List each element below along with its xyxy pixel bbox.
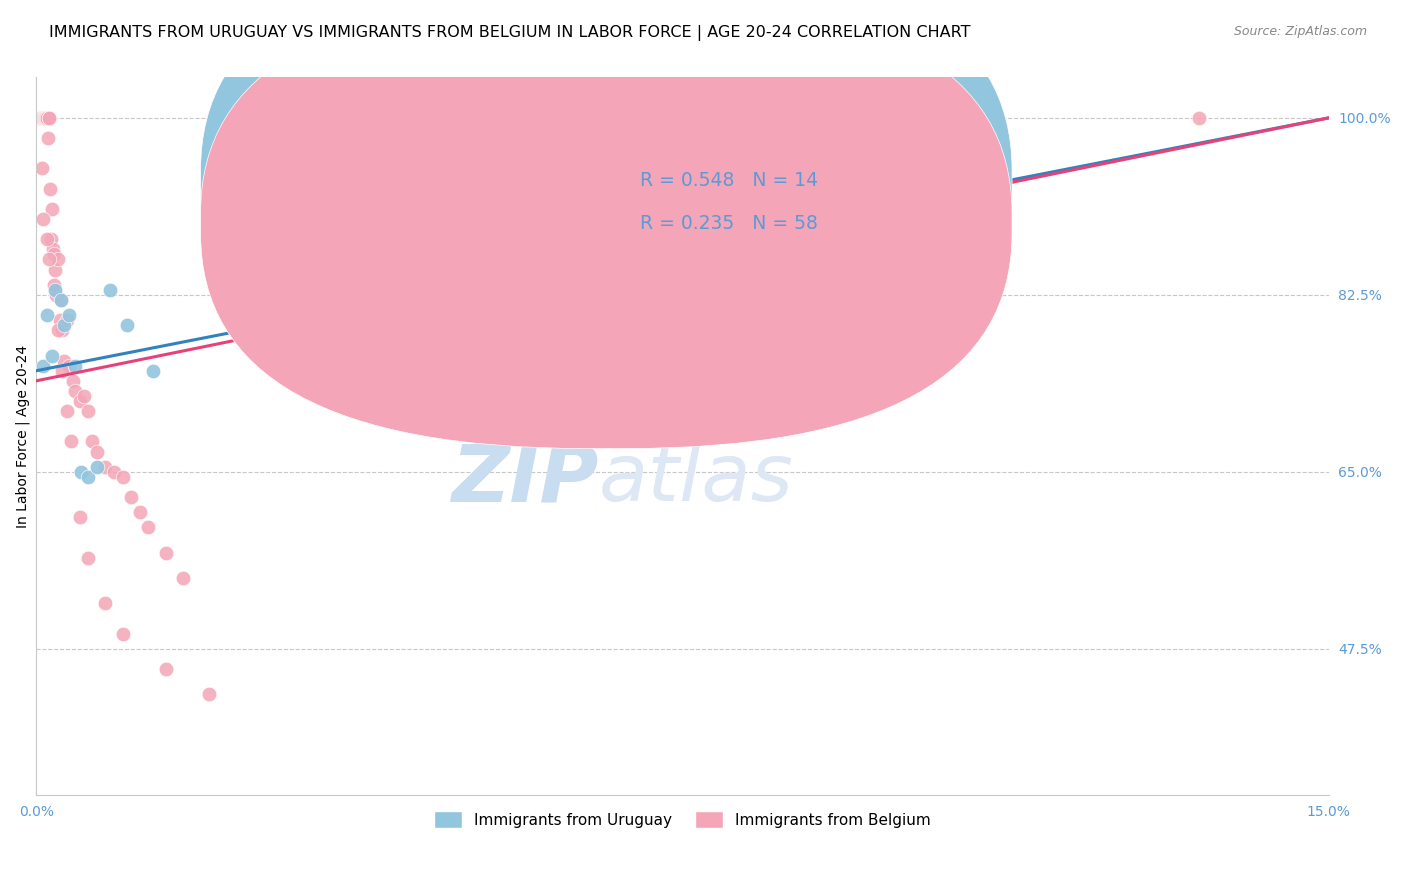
Point	[46, 323, 69, 337]
Point	[32, 111, 55, 125]
Point	[31, 161, 53, 176]
Point	[142, 364, 165, 378]
Point	[46, 252, 69, 267]
Point	[32, 212, 55, 227]
Point	[111, 470, 134, 484]
Point	[30, 111, 52, 125]
Point	[37, 111, 59, 125]
Point	[77, 470, 100, 484]
Point	[115, 318, 138, 333]
Point	[70, 465, 93, 479]
Point	[41, 202, 63, 216]
Point	[103, 465, 125, 479]
Point	[48, 313, 70, 327]
Point	[53, 318, 76, 333]
Point	[69, 394, 91, 409]
Point	[49, 293, 72, 307]
Point	[34, 111, 56, 125]
Point	[58, 359, 80, 373]
Point	[1188, 111, 1211, 125]
Point	[42, 247, 65, 261]
Point	[31, 111, 53, 125]
Point	[44, 262, 66, 277]
Point	[63, 384, 86, 398]
Text: ZIP: ZIP	[451, 441, 599, 518]
Point	[155, 546, 177, 560]
Point	[51, 364, 73, 378]
Point	[82, 434, 104, 449]
Point	[35, 308, 58, 322]
Point	[34, 111, 56, 125]
Point	[53, 353, 76, 368]
Point	[120, 490, 142, 504]
Point	[155, 662, 177, 676]
Point	[55, 313, 77, 327]
Point	[98, 283, 121, 297]
Point	[44, 283, 66, 297]
Text: atlas: atlas	[599, 441, 793, 518]
Point	[30, 111, 52, 125]
Point	[86, 444, 108, 458]
Point	[39, 182, 62, 196]
FancyBboxPatch shape	[201, 0, 1012, 449]
Point	[32, 111, 55, 125]
Point	[94, 459, 117, 474]
Point	[94, 596, 117, 610]
Point	[32, 359, 55, 373]
Point	[138, 520, 160, 534]
Point	[73, 389, 96, 403]
Point	[69, 510, 91, 524]
Point	[35, 111, 58, 125]
Point	[38, 252, 60, 267]
Point	[45, 288, 67, 302]
Point	[77, 550, 100, 565]
Point	[62, 374, 84, 388]
Point	[63, 359, 86, 373]
Point	[197, 687, 219, 701]
Text: R = 0.235   N = 58: R = 0.235 N = 58	[640, 214, 818, 233]
Point	[39, 232, 62, 246]
Point	[41, 349, 63, 363]
Text: Source: ZipAtlas.com: Source: ZipAtlas.com	[1233, 25, 1367, 38]
Point	[59, 434, 82, 449]
Point	[37, 131, 59, 145]
Point	[35, 111, 58, 125]
Y-axis label: In Labor Force | Age 20-24: In Labor Force | Age 20-24	[15, 345, 30, 528]
Point	[44, 283, 66, 297]
Point	[86, 459, 108, 474]
Point	[77, 404, 100, 418]
FancyBboxPatch shape	[201, 0, 1012, 406]
Point	[111, 626, 134, 640]
Text: R = 0.548   N = 14: R = 0.548 N = 14	[640, 170, 818, 190]
Text: IMMIGRANTS FROM URUGUAY VS IMMIGRANTS FROM BELGIUM IN LABOR FORCE | AGE 20-24 CO: IMMIGRANTS FROM URUGUAY VS IMMIGRANTS FR…	[49, 25, 970, 41]
Point	[55, 404, 77, 418]
Point	[51, 323, 73, 337]
Point	[172, 571, 194, 585]
Point	[38, 111, 60, 125]
Point	[128, 505, 150, 519]
FancyBboxPatch shape	[572, 153, 960, 253]
Point	[58, 308, 80, 322]
Point	[49, 293, 72, 307]
Legend: Immigrants from Uruguay, Immigrants from Belgium: Immigrants from Uruguay, Immigrants from…	[429, 805, 936, 834]
Point	[42, 243, 65, 257]
Point	[35, 232, 58, 246]
Point	[42, 277, 65, 292]
